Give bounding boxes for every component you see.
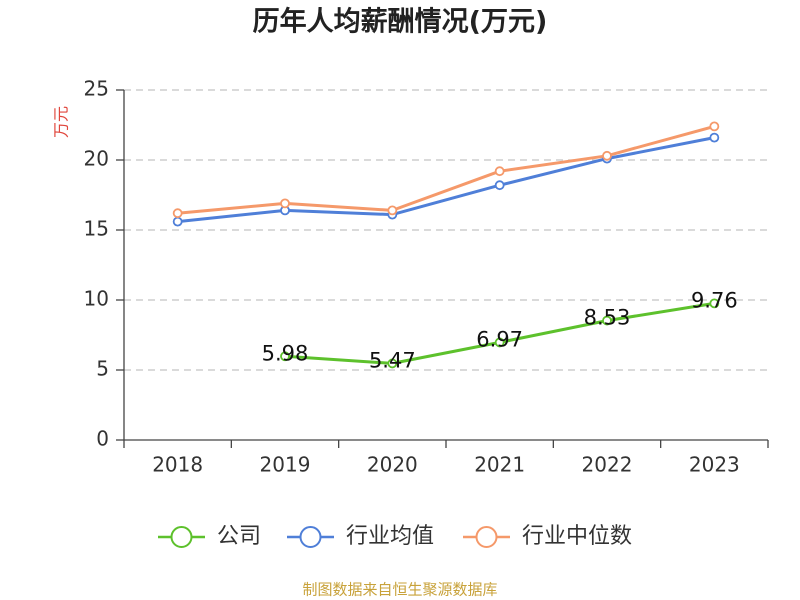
data-label-0-2: 5.47: [369, 348, 416, 372]
data-point-2-5: [709, 121, 720, 132]
y-tick-label: 20: [84, 147, 109, 171]
chart-title: 历年人均薪酬情况(万元): [253, 6, 548, 38]
series-line-1: [176, 136, 716, 224]
x-tick-label: 2019: [260, 453, 311, 477]
legend-label: 公司: [217, 524, 261, 549]
x-tick-label: 2021: [474, 453, 525, 477]
x-tick-label: 2020: [367, 453, 418, 477]
x-tick-label: 2022: [582, 453, 633, 477]
data-point-0-3: [494, 337, 505, 348]
axes: [116, 89, 769, 448]
data-label-0-4: 8.53: [584, 306, 631, 330]
data-point-0-2: [387, 358, 398, 369]
x-tick-label: 2018: [152, 453, 203, 477]
legend-marker: [170, 526, 193, 548]
legend: 公司 行业均值 行业中位数: [158, 524, 632, 549]
x-tick-labels: 2018 2019 2020 2021 2022 2023: [152, 453, 740, 477]
data-label-0-5: 9.76: [691, 288, 738, 312]
data-point-1-0: [172, 216, 183, 227]
legend-label: 行业均值: [346, 524, 434, 549]
data-point-2-3: [494, 166, 505, 177]
y-tick-labels: 0 5 10 15 20 25: [84, 77, 109, 451]
series-line-2: [176, 124, 716, 215]
series-points: [172, 121, 720, 369]
data-point-1-3: [494, 180, 505, 191]
legend-item-company[interactable]: 公司: [158, 524, 261, 549]
data-point-2-0: [172, 208, 183, 219]
y-axis-label: 万元: [52, 106, 71, 138]
x-tick-label: 2023: [689, 453, 740, 477]
data-label-0-1: 5.98: [262, 341, 309, 365]
data-point-0-5: [709, 298, 720, 309]
legend-label: 行业中位数: [522, 524, 632, 549]
y-tick-label: 0: [96, 427, 109, 451]
data-point-2-4: [602, 150, 612, 161]
legend-item-industry-mean[interactable]: 行业均值: [287, 524, 434, 549]
source-note: 制图数据来自恒生聚源数据库: [302, 581, 497, 599]
legend-item-industry-median[interactable]: 行业中位数: [463, 524, 632, 549]
data-point-0-4: [602, 315, 612, 326]
y-tick-label: 5: [96, 357, 109, 381]
data-label-0-3: 6.97: [476, 327, 523, 351]
gridlines: [124, 89, 768, 371]
legend-marker: [299, 526, 322, 548]
data-labels: 5.98 5.47 6.97 8.53 9.76: [262, 288, 738, 372]
series-lines: [176, 124, 716, 365]
y-tick-label: 15: [84, 217, 109, 241]
data-point-2-1: [280, 198, 290, 209]
data-point-2-2: [387, 205, 398, 216]
y-tick-label: 10: [84, 287, 109, 311]
data-point-1-5: [709, 132, 720, 143]
legend-marker: [475, 526, 498, 548]
y-tick-label: 25: [84, 77, 109, 101]
data-point-0-1: [280, 351, 290, 362]
